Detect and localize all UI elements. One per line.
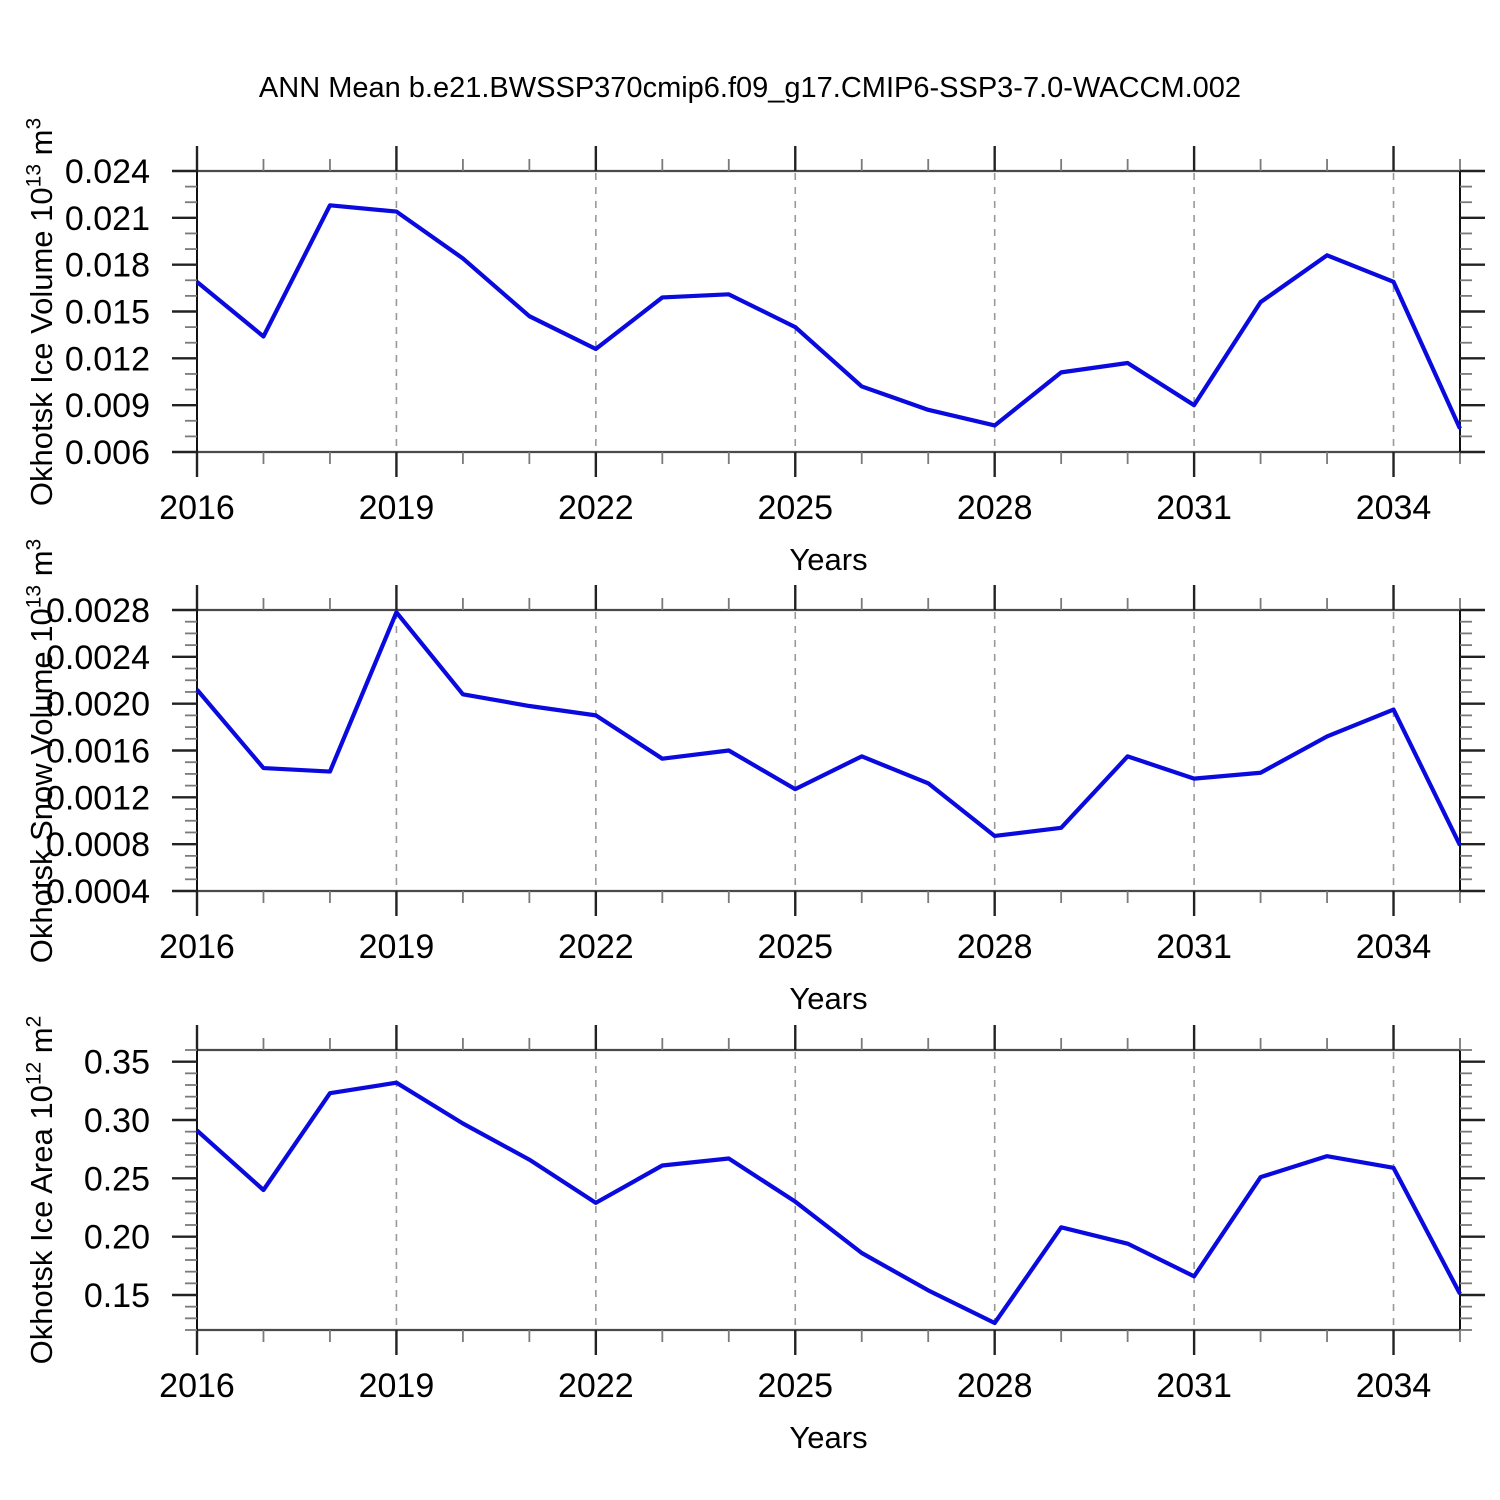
unit: m — [24, 1027, 59, 1062]
unit-exponent: 3 — [22, 538, 46, 550]
x-tick-label: 2016 — [159, 489, 235, 527]
y-tick-label: 0.015 — [65, 294, 150, 332]
y-tick-label: 0.0008 — [46, 826, 150, 864]
x-tick-label: 2025 — [757, 489, 833, 527]
x-axis-title-years-2: Years — [789, 981, 868, 1016]
y-tick-label: 0.0012 — [46, 779, 150, 817]
y-tick-label: 0.0004 — [46, 873, 150, 911]
x-tick-label: 2019 — [359, 1367, 435, 1405]
y-axis-title-ice-volume: Okhotsk Ice Volume 1013 m3 — [22, 117, 60, 506]
y-axis-title-text: Okhotsk Snow Volume 10 — [24, 607, 59, 963]
x-tick-label: 2031 — [1156, 1367, 1232, 1405]
y-tick-label: 0.012 — [65, 340, 150, 378]
x-tick-label: 2019 — [359, 489, 435, 527]
y-tick-label: 0.15 — [84, 1277, 150, 1315]
x-tick-label: 2028 — [957, 1367, 1033, 1405]
unit: m — [24, 549, 59, 585]
data-line — [195, 1080, 1462, 1326]
ice-volume-panel: 0.006 0.009 0.012 0.015 0.018 0.021 0.024 2016 2… — [65, 146, 1485, 527]
y-tick-label: 0.009 — [65, 387, 150, 425]
x-tick-label: 2034 — [1356, 928, 1432, 966]
x-tick-label: 2022 — [558, 489, 634, 527]
y-tick-label: 0.0016 — [46, 733, 150, 771]
y-tick-label: 0.0024 — [46, 639, 150, 677]
x-tick-label: 2031 — [1156, 489, 1232, 527]
x-tick-label: 2016 — [159, 1367, 235, 1405]
x-tick-label: 2016 — [159, 928, 235, 966]
y-tick-label: 0.018 — [65, 247, 150, 285]
chart-title: ANN Mean b.e21.BWSSP370cmip6.f09_g17.CMI… — [258, 72, 1242, 104]
x-tick-label: 2025 — [757, 1367, 833, 1405]
y-tick-label: 0.20 — [84, 1219, 150, 1257]
x-tick-label: 2022 — [558, 1367, 634, 1405]
y-tick-label: 0.021 — [65, 200, 150, 238]
data-line — [195, 203, 1462, 430]
y-tick-label: 0.25 — [84, 1160, 150, 1198]
snow-volume-panel: 0.0004 0.0008 0.0012 0.0016 0.0020 0.0024 0.00… — [46, 585, 1485, 966]
y-axis-title-snow-volume: Okhotsk Snow Volume 1013 m3 — [22, 538, 60, 963]
ice-area-panel: 0.15 0.20 0.25 0.30 0.35 2016 2019 2022 2025 2028… — [84, 1025, 1485, 1405]
y-tick-label: 0.024 — [65, 153, 150, 191]
exponent: 12 — [22, 1061, 46, 1086]
y-tick-label: 0.006 — [65, 434, 150, 472]
unit: m — [24, 129, 59, 164]
x-tick-label: 2028 — [957, 489, 1033, 527]
x-axis-title-years-1: Years — [789, 542, 868, 577]
exponent: 13 — [22, 163, 46, 187]
x-tick-label: 2025 — [757, 928, 833, 966]
y-axis-title-text: Okhotsk Ice Volume 10 — [24, 186, 59, 506]
x-tick-label: 2034 — [1356, 1367, 1432, 1405]
x-tick-label: 2028 — [957, 928, 1033, 966]
y-tick-label: 0.0028 — [46, 592, 150, 630]
y-tick-label: 0.30 — [84, 1102, 150, 1140]
x-tick-label: 2031 — [1156, 928, 1232, 966]
y-axis-title-ice-area: Okhotsk Ice Area 1012 m2 — [22, 1015, 60, 1365]
unit-exponent: 2 — [22, 1015, 46, 1028]
x-tick-label: 2034 — [1356, 489, 1432, 527]
y-tick-label: 0.0020 — [46, 686, 150, 724]
exponent: 13 — [22, 584, 46, 608]
x-axis-title-years-3: Years — [789, 1420, 868, 1455]
y-tick-label: 0.35 — [84, 1044, 150, 1082]
x-tick-label: 2019 — [359, 928, 435, 966]
x-tick-label: 2022 — [558, 928, 634, 966]
unit-exponent: 3 — [22, 117, 46, 130]
data-line — [195, 610, 1462, 847]
y-axis-title-text: Okhotsk Ice Area 10 — [24, 1085, 59, 1365]
